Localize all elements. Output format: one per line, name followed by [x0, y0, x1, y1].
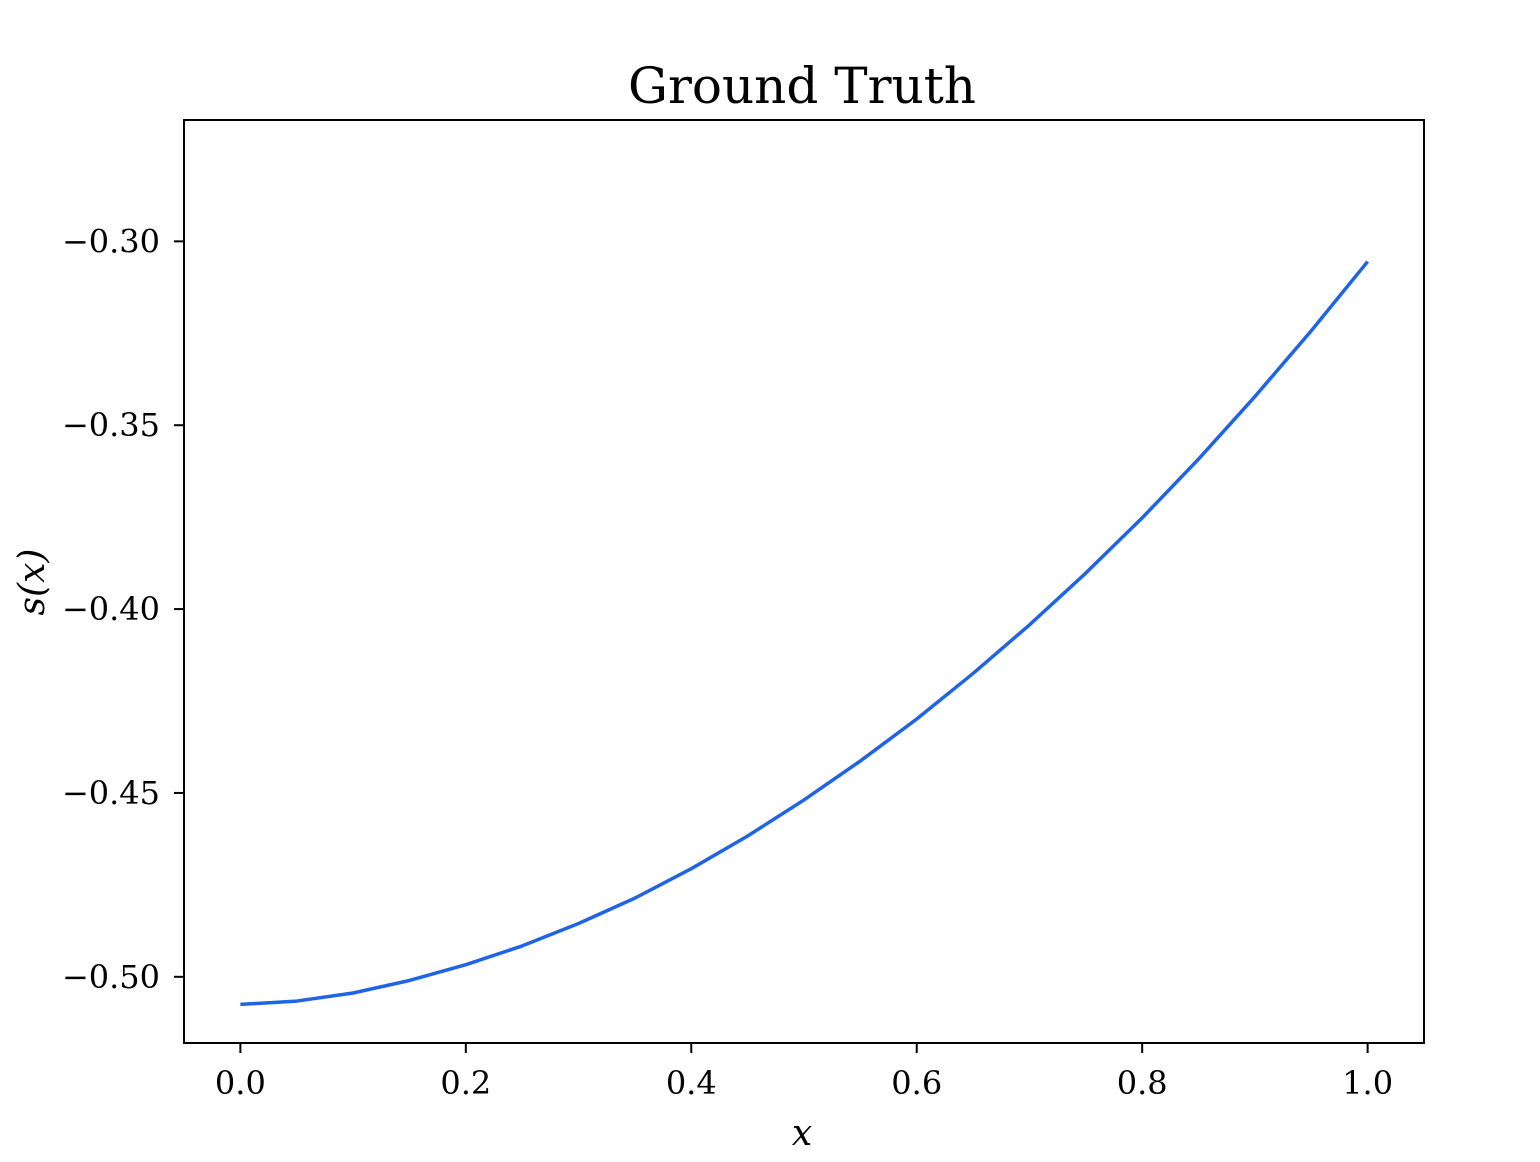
x-tick-label: 1.0	[1342, 1064, 1393, 1102]
series-line	[240, 260, 1369, 1007]
x-axis-label: x	[792, 1113, 812, 1154]
y-tick-label: −0.30	[62, 222, 160, 260]
y-tick-label: −0.50	[62, 958, 160, 996]
y-axis-label: s(x)	[12, 549, 53, 616]
x-axis: 0.0 0.2 0.4 0.6 0.8 1.0	[215, 1043, 1393, 1102]
y-tick-label: −0.40	[62, 590, 160, 628]
chart-title: Ground Truth	[628, 57, 976, 115]
x-tick-label: 0.6	[891, 1064, 942, 1102]
x-tick-label: 0.8	[1117, 1064, 1168, 1102]
series-layer	[240, 260, 1369, 1007]
y-tick-label: −0.45	[62, 774, 160, 812]
x-tick-label: 0.0	[215, 1064, 266, 1102]
y-axis: −0.50 −0.45 −0.40 −0.35 −0.30	[62, 222, 184, 996]
y-tick-label: −0.35	[62, 406, 160, 444]
x-tick-label: 0.2	[440, 1064, 491, 1102]
x-tick-label: 0.4	[666, 1064, 717, 1102]
plot-frame	[183, 119, 1425, 1044]
